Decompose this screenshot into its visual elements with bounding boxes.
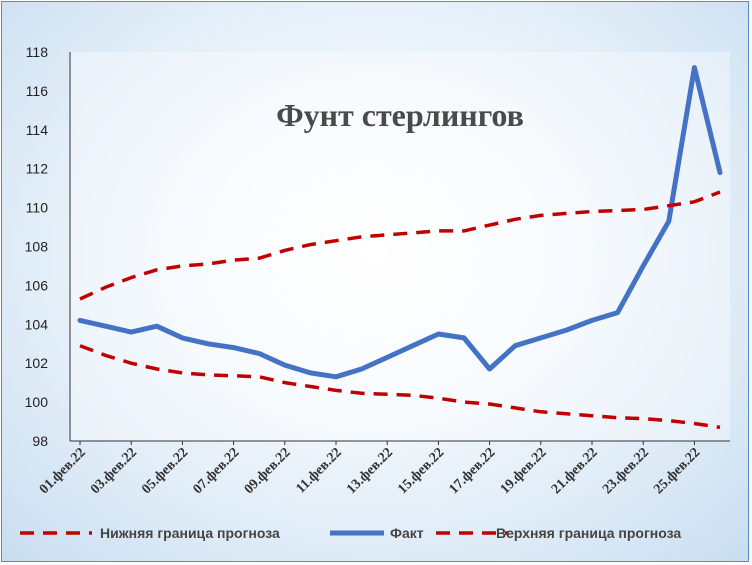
- y-tick-label: 106: [25, 277, 49, 293]
- x-tick-label: 01.фев.22: [37, 445, 89, 497]
- x-tick-label: 25.фев.22: [651, 445, 703, 497]
- y-tick-label: 102: [25, 355, 49, 371]
- y-tick-label: 108: [25, 239, 49, 255]
- x-tick-label: 15.фев.22: [395, 445, 447, 497]
- x-tick-label: 07.фев.22: [190, 445, 242, 497]
- y-tick-label: 100: [25, 394, 49, 410]
- series-line-upper-bound: [79, 190, 721, 301]
- y-tick-label: 114: [26, 122, 49, 138]
- y-tick-label: 116: [26, 83, 49, 99]
- x-axis: 01.фев.22 03.фев.22 05.фев.22 07.фев.22 09.ф…: [37, 441, 703, 497]
- y-tick-label: 98: [32, 433, 48, 449]
- series-line-lower-bound: [79, 344, 721, 430]
- legend-label: Верхняя граница прогноза: [496, 525, 681, 541]
- series-line-fact: [77, 65, 723, 380]
- x-tick-label: 23.фев.22: [600, 445, 652, 497]
- x-tick-label: 19.фев.22: [498, 445, 550, 497]
- y-tick-label: 112: [26, 161, 49, 177]
- x-tick-label: 11.фев.22: [293, 445, 344, 496]
- legend-label: Факт: [390, 525, 424, 541]
- y-tick-label: 110: [26, 200, 49, 216]
- x-tick-label: 09.фев.22: [242, 445, 294, 497]
- series-layer: [77, 65, 723, 430]
- x-tick-label: 21.фев.22: [549, 445, 601, 497]
- x-tick-label: 03.фев.22: [88, 445, 140, 497]
- y-axis: 98 100 102 104 106 108 110 112 114 116 118: [25, 44, 49, 449]
- legend: Нижняя граница прогноза Факт Верхняя грани…: [20, 525, 681, 541]
- y-tick-label: 104: [25, 316, 49, 332]
- x-tick-label: 13.фев.22: [344, 445, 396, 497]
- plot-background: [70, 52, 730, 441]
- chart-title: Фунт стерлингов: [276, 97, 524, 133]
- x-tick-label: 17.фев.22: [446, 445, 498, 497]
- y-tick-label: 118: [26, 44, 49, 60]
- legend-label: Нижняя граница прогноза: [100, 525, 280, 541]
- x-tick-label: 05.фев.22: [139, 445, 191, 497]
